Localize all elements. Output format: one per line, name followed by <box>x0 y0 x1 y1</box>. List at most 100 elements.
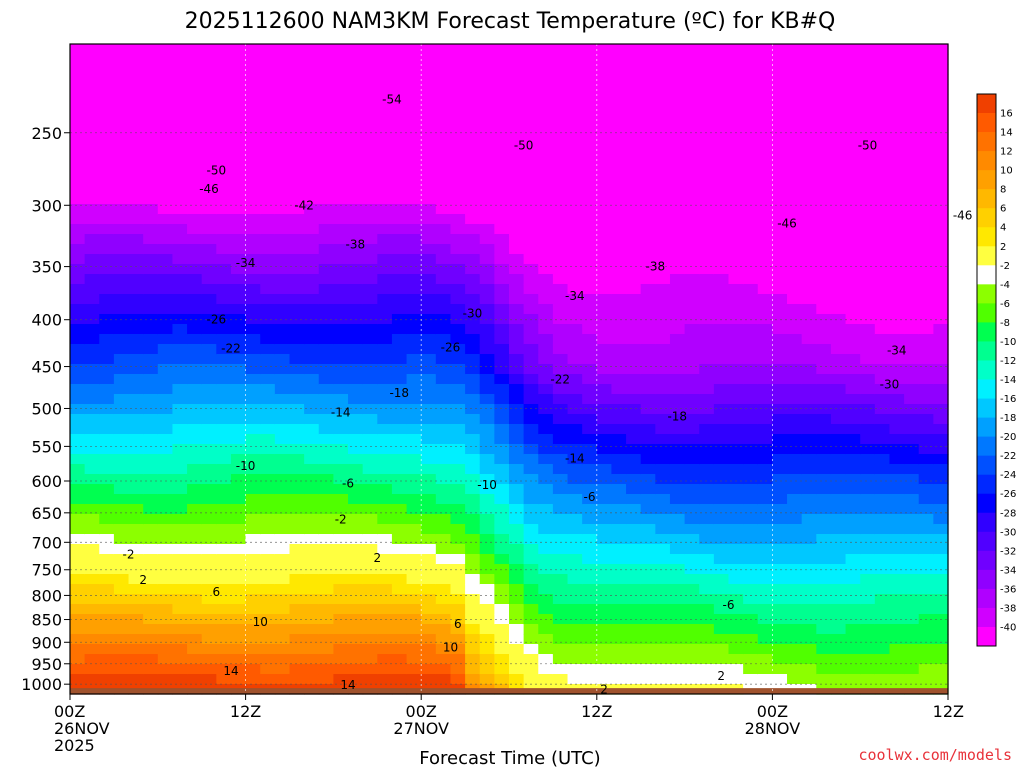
temperature-cell <box>889 634 905 645</box>
temperature-cell <box>362 424 378 435</box>
temperature-cell <box>830 94 847 105</box>
temperature-cell <box>538 384 554 395</box>
temperature-cell <box>787 524 803 535</box>
temperature-cell <box>99 264 115 275</box>
temperature-cell <box>874 214 891 225</box>
temperature-cell <box>421 544 437 555</box>
temperature-cell <box>772 564 788 575</box>
temperature-cell <box>84 544 100 555</box>
temperature-cell <box>435 644 452 655</box>
temperature-cell <box>84 364 100 375</box>
temperature-cell <box>333 554 349 565</box>
temperature-cell <box>567 234 583 245</box>
temperature-cell <box>743 574 759 585</box>
temperature-cell <box>187 64 203 75</box>
temperature-cell <box>465 264 481 275</box>
temperature-cell <box>626 514 642 525</box>
temperature-cell <box>538 224 554 235</box>
temperature-cell <box>860 104 876 115</box>
temperature-cell <box>494 254 510 265</box>
temperature-cell <box>362 154 378 165</box>
temperature-cell <box>904 84 920 95</box>
temperature-cell <box>904 474 920 485</box>
temperature-cell <box>626 494 642 505</box>
temperature-cell <box>421 274 437 285</box>
temperature-cell <box>333 204 349 215</box>
contour-label: -18 <box>389 386 409 400</box>
temperature-cell <box>933 584 949 595</box>
temperature-cell <box>596 184 613 195</box>
temperature-cell <box>333 224 349 235</box>
temperature-cell <box>421 164 437 175</box>
temperature-cell <box>260 124 276 135</box>
temperature-cell <box>918 384 934 395</box>
temperature-cell <box>406 534 422 545</box>
temperature-cell <box>230 654 247 665</box>
temperature-cell <box>640 174 656 185</box>
temperature-cell <box>552 414 569 425</box>
temperature-cell <box>801 574 817 585</box>
temperature-cell <box>406 494 422 505</box>
colorbar-label: -38 <box>1000 603 1016 614</box>
temperature-cell <box>904 484 920 495</box>
temperature-cell <box>552 624 569 635</box>
temperature-cell <box>699 504 715 515</box>
temperature-cell <box>143 74 159 85</box>
colorbar-swatch <box>977 569 996 590</box>
temperature-cell <box>362 64 378 75</box>
temperature-cell <box>933 394 949 405</box>
temperature-cell <box>289 404 305 415</box>
temperature-cell <box>435 524 452 535</box>
temperature-cell <box>582 274 598 285</box>
temperature-cell <box>274 604 291 615</box>
temperature-cell <box>421 334 437 345</box>
temperature-cell <box>377 44 393 55</box>
temperature-cell <box>757 184 773 195</box>
temperature-cell <box>933 184 949 195</box>
temperature-cell <box>201 374 217 385</box>
temperature-cell <box>157 364 174 375</box>
temperature-cell <box>933 384 949 395</box>
colorbar-label: 4 <box>1000 223 1006 234</box>
temperature-cell <box>904 204 920 215</box>
temperature-cell <box>289 664 305 675</box>
temperature-cell <box>669 194 686 205</box>
temperature-cell <box>333 424 349 435</box>
temperature-cell <box>538 284 554 295</box>
temperature-cell <box>143 544 159 555</box>
temperature-cell <box>391 424 408 435</box>
temperature-cell <box>845 654 861 665</box>
temperature-cell <box>889 364 905 375</box>
temperature-cell <box>201 364 217 375</box>
temperature-cell <box>684 464 700 475</box>
temperature-cell <box>318 454 334 465</box>
temperature-cell <box>362 164 378 175</box>
temperature-cell <box>289 624 305 635</box>
temperature-cell <box>816 204 832 215</box>
temperature-cell <box>933 44 949 55</box>
temperature-cell <box>918 294 934 305</box>
temperature-cell <box>538 84 554 95</box>
temperature-cell <box>465 574 481 585</box>
temperature-cell <box>860 434 876 445</box>
temperature-cell <box>494 154 510 165</box>
temperature-cell <box>845 284 861 295</box>
temperature-cell <box>435 564 452 575</box>
temperature-cell <box>713 114 730 125</box>
temperature-cell <box>552 74 569 85</box>
temperature-cell <box>845 544 861 555</box>
colorbar-swatch <box>977 550 996 571</box>
temperature-cell <box>757 544 773 555</box>
temperature-cell <box>128 324 144 335</box>
temperature-cell <box>582 64 598 75</box>
temperature-cell <box>728 304 744 315</box>
temperature-cell <box>450 484 466 495</box>
temperature-cell <box>904 584 920 595</box>
temperature-cell <box>406 54 422 65</box>
temperature-cell <box>99 154 115 165</box>
temperature-cell <box>713 104 730 115</box>
temperature-cell <box>172 224 188 235</box>
temperature-cell <box>523 314 539 325</box>
temperature-cell <box>435 444 452 455</box>
temperature-cell <box>304 234 320 245</box>
